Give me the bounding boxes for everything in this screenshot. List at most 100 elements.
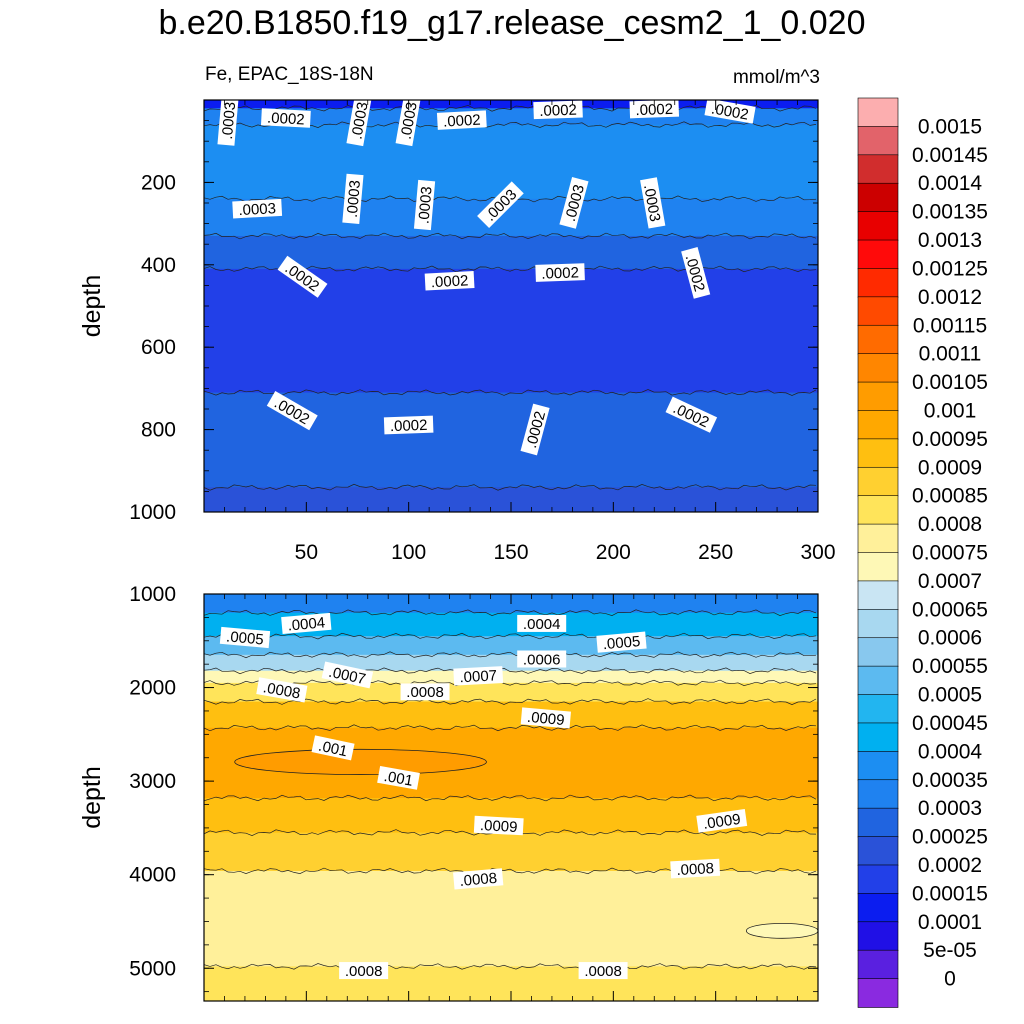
contour-label-text: .0002	[267, 110, 305, 129]
contour-label: .0005	[596, 631, 647, 653]
contour-label: .001	[311, 735, 355, 761]
colorbar-swatch	[857, 580, 899, 611]
colorbar-swatch	[857, 978, 899, 1008]
y-tick-label: 3000	[129, 770, 176, 793]
contour-label: .0003	[640, 177, 666, 229]
contour-label-text: .001	[317, 738, 349, 761]
contour-line	[204, 389, 817, 396]
y-tick-label: 1000	[129, 501, 176, 524]
contour-label-text: .0003	[219, 101, 239, 140]
contour-label-box	[260, 108, 311, 128]
contour-label-box	[346, 100, 372, 147]
colorbar-swatch	[857, 864, 899, 895]
contour-label-text: .0002	[635, 101, 673, 119]
contour-field: .0004.0005.0004.0005.0006.0007.0007.0008…	[204, 594, 818, 1001]
contour-label-box	[400, 683, 450, 701]
contour-label-box	[629, 100, 680, 119]
contour-label-text: .001	[382, 768, 414, 790]
colorbar-swatch	[857, 949, 899, 980]
colorbar: 0.0015 0.00145 0.0014 0.00135 0.0013 0.00125 0…	[857, 97, 988, 1008]
contour-label-text: .0002	[710, 100, 750, 123]
contour-line	[204, 794, 817, 802]
contour-label: .0008	[453, 868, 504, 890]
contour-label-box	[377, 765, 420, 790]
contour-label-box	[704, 100, 756, 124]
contour-label-text: .0003	[348, 101, 371, 141]
colorbar-label: 0.00055	[912, 655, 988, 678]
colorbar-swatch	[857, 239, 899, 270]
contour-label-box	[453, 868, 504, 890]
contour-label-box	[266, 391, 318, 431]
colorbar-label: 0.0006	[918, 627, 982, 650]
contour-label: .0009	[473, 815, 524, 836]
contour-label: .0008	[339, 962, 389, 980]
contour-label-text: .0002	[443, 112, 481, 131]
contour-label: .0004	[517, 614, 567, 633]
colorbar-label: 0.00015	[912, 882, 988, 905]
contour-label-box	[232, 198, 283, 219]
contour-label-text: .0002	[541, 264, 579, 282]
colorbar-label: 0.0007	[918, 570, 982, 593]
y-tick-label: 200	[141, 171, 176, 194]
y-tick-label: 2000	[129, 677, 176, 700]
contour-band	[204, 636, 818, 656]
y-tick-label: 1000	[129, 583, 176, 606]
contour-label-box	[640, 177, 666, 229]
contour-label-box	[517, 650, 567, 668]
colorbar-label: 0.00135	[912, 201, 988, 224]
contour-label-text: .0008	[345, 963, 383, 980]
contour-line	[204, 483, 817, 491]
colorbar-swatch	[857, 694, 899, 724]
contour-label-text: .0008	[676, 860, 714, 879]
y-axis-label: depth	[78, 275, 106, 338]
colorbar-swatch	[857, 353, 899, 383]
colorbar-label: 0.00145	[912, 144, 988, 167]
contour-label-text: .0007	[459, 667, 497, 686]
contour-label-text: .0002	[539, 102, 577, 120]
contour-label-box	[473, 815, 524, 836]
units-label: mmol/m^3	[732, 67, 820, 88]
contour-label: .0002	[535, 263, 585, 283]
colorbar-swatch	[857, 381, 899, 412]
colorbar-swatch	[857, 921, 899, 951]
contour-label: .0005	[219, 626, 271, 649]
contour-label: .0002	[383, 415, 434, 435]
colorbar-swatch	[857, 665, 899, 696]
contour-label-box	[436, 110, 487, 130]
contour-label-text: .0003	[640, 183, 663, 223]
contour-label: .0003	[232, 198, 283, 219]
colorbar-swatch	[857, 97, 899, 128]
contour-label-text: .0006	[523, 651, 561, 668]
colorbar-label: 0.00095	[912, 428, 988, 451]
colorbar-swatch	[857, 637, 899, 667]
colorbar-swatch	[857, 296, 899, 327]
colorbar-label: 0.0012	[918, 286, 982, 309]
colorbar-label: 0.0002	[918, 854, 982, 877]
x-tick-label: 50	[295, 541, 318, 564]
contour-band	[204, 392, 818, 488]
y-tick-label: 5000	[129, 957, 176, 980]
contour-band	[204, 832, 818, 872]
contour-label-box	[383, 415, 434, 435]
contour-label-box	[311, 735, 355, 761]
contour-band	[204, 654, 818, 672]
contour-label-box	[424, 271, 475, 291]
contour-band	[204, 701, 818, 729]
colorbar-swatch	[857, 466, 899, 497]
contour-label: .0003	[395, 100, 421, 147]
contour-line	[204, 632, 817, 640]
contour-label-box	[395, 100, 421, 147]
contour-label-text: .0009	[702, 811, 742, 833]
contour-label: .0004	[281, 612, 332, 635]
contour-label-text: .0008	[459, 870, 498, 890]
x-tick-label: 300	[800, 541, 835, 564]
contour-label: .0002	[424, 271, 475, 291]
colorbar-swatch	[857, 211, 899, 241]
contour-label-box	[520, 707, 571, 729]
colorbar-label: 0.0001	[918, 911, 982, 934]
contour-patch	[745, 922, 818, 939]
contour-label-box	[535, 263, 585, 282]
contour-line	[204, 232, 817, 240]
contour-label-box	[533, 100, 583, 120]
